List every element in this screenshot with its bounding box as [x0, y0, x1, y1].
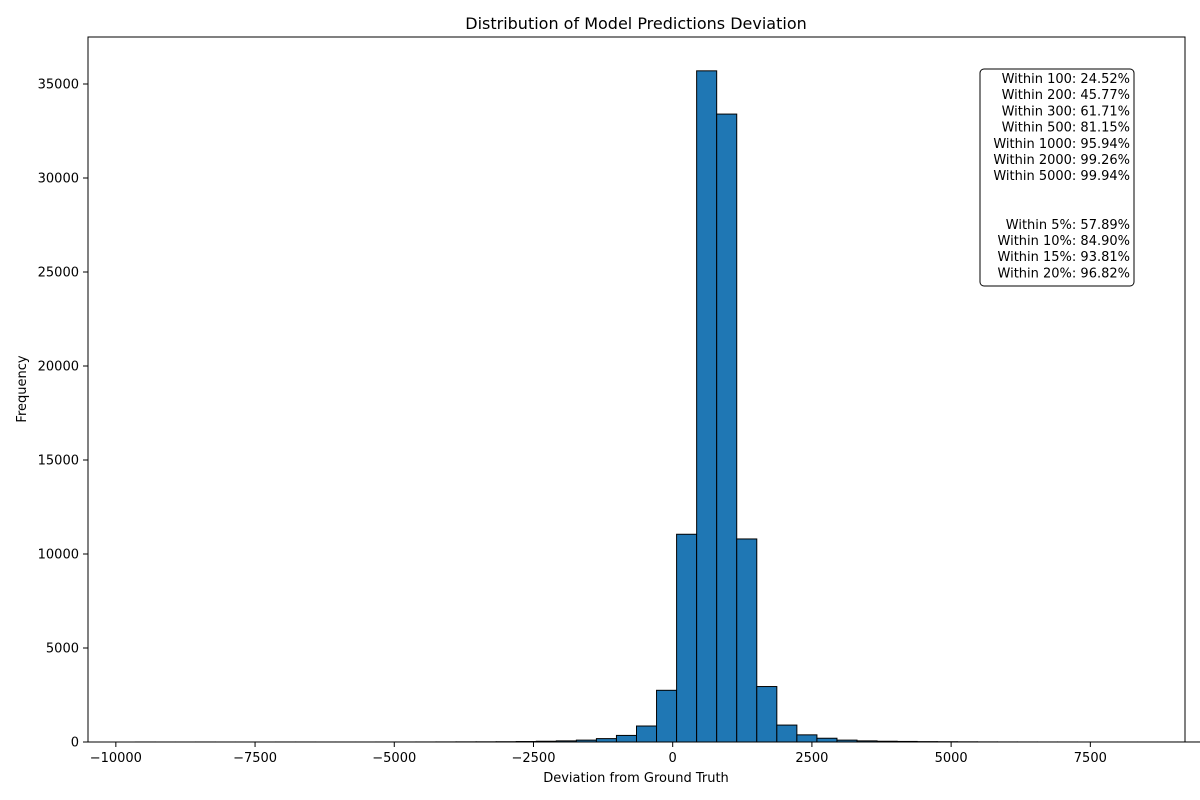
- histogram-bar: [636, 725, 658, 743]
- annotation-line: Within 5%: 57.89%: [1006, 218, 1130, 233]
- annotation-line: Within 200: 45.77%: [1002, 88, 1130, 103]
- annotation-line: Within 2000: 99.26%: [993, 153, 1130, 168]
- annotation-box-frame: [979, 68, 1135, 287]
- x-tick-label: −2500: [511, 751, 555, 766]
- histogram-bar: [696, 70, 718, 743]
- x-tick-label: 7500: [1074, 751, 1107, 766]
- histogram-bars: [134, 70, 1200, 743]
- y-axis-ticks: 0 5000 10000 15000 20000 25000 30000 35000: [38, 78, 88, 751]
- annotation-line: Within 15%: 93.81%: [998, 250, 1130, 265]
- histogram-bar: [716, 113, 738, 743]
- x-axis-label: Deviation from Ground Truth: [543, 771, 729, 786]
- annotation-line: Within 5000: 99.94%: [993, 169, 1130, 184]
- x-tick-label: 0: [669, 751, 677, 766]
- x-axis-ticks: −10000 −7500 −5000 −2500 0 2500 5000 7500: [90, 742, 1107, 766]
- y-tick-label: 0: [71, 736, 79, 751]
- y-tick-label: 15000: [38, 454, 79, 469]
- annotation-line: Within 100: 24.52%: [1002, 72, 1130, 87]
- annotation-line: Within 300: 61.71%: [1002, 104, 1130, 119]
- y-tick-label: 30000: [38, 172, 79, 187]
- histogram-bar: [776, 724, 798, 743]
- histogram-bar: [615, 734, 638, 743]
- histogram-bar: [756, 686, 778, 743]
- annotation-line: Within 500: 81.15%: [1002, 121, 1130, 136]
- histogram-bar: [796, 734, 818, 743]
- x-tick-label: −10000: [90, 751, 142, 766]
- y-tick-label: 5000: [46, 642, 79, 657]
- chart-title: Distribution of Model Predictions Deviat…: [465, 14, 807, 33]
- y-tick-label: 20000: [38, 360, 79, 375]
- histogram-bar: [736, 538, 758, 743]
- annotation-line: Within 10%: 84.90%: [998, 234, 1130, 249]
- x-tick-label: −5000: [372, 751, 416, 766]
- plot-frame: [87, 36, 1186, 743]
- annotation-line: Within 1000: 95.94%: [993, 137, 1130, 152]
- y-axis-label: Frequency: [15, 355, 30, 422]
- histogram-bar: [816, 737, 838, 743]
- y-tick-label: 25000: [38, 266, 79, 281]
- y-tick-label: 10000: [38, 548, 79, 563]
- y-tick-label: 35000: [38, 78, 79, 93]
- annotation-lines: Within 100: 24.52%Within 200: 45.77%With…: [993, 72, 1130, 281]
- histogram-bar: [656, 689, 678, 743]
- histogram-bar: [676, 533, 698, 743]
- annotation-line: Within 20%: 96.82%: [998, 266, 1130, 281]
- x-tick-label: 2500: [795, 751, 828, 766]
- x-tick-label: −7500: [233, 751, 277, 766]
- accuracy-annotation-box: Within 100: 24.52%Within 200: 45.77%With…: [979, 68, 1135, 287]
- histogram-bar: [595, 738, 617, 743]
- x-tick-label: 5000: [935, 751, 968, 766]
